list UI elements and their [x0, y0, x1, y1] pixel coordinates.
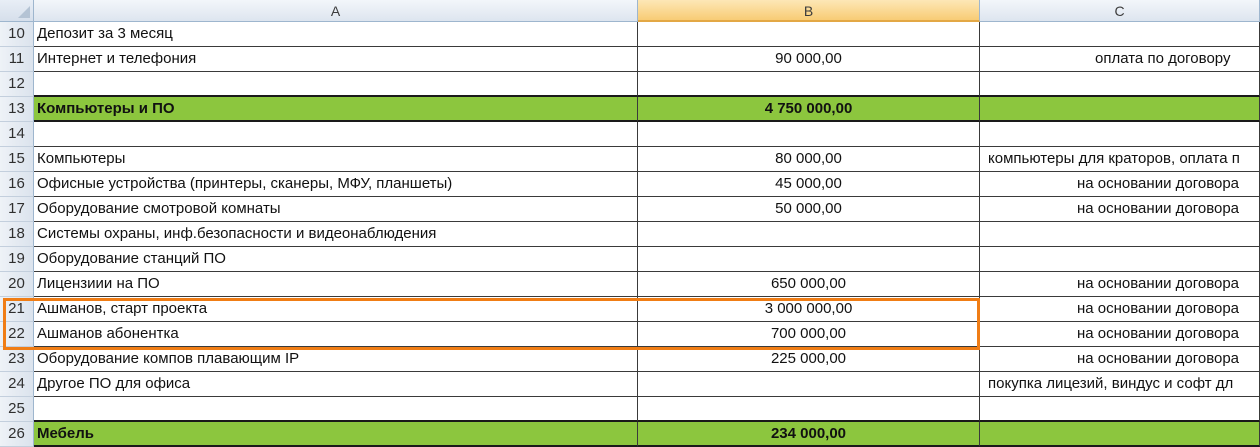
cell-b[interactable] [638, 372, 980, 397]
row-header[interactable]: 20 [0, 272, 34, 297]
cell-a[interactable] [34, 122, 638, 147]
column-header-row: A B C [0, 0, 1260, 22]
select-all-corner[interactable] [0, 0, 34, 22]
cell-a[interactable]: Офисные устройства (принтеры, сканеры, М… [34, 172, 638, 197]
column-header-c[interactable]: C [980, 0, 1260, 22]
cell-a[interactable]: Депозит за 3 месяц [34, 22, 638, 47]
cell-a[interactable]: Оборудование компов плавающим IP [34, 347, 638, 372]
row-header[interactable]: 12 [0, 72, 34, 97]
cell-c[interactable] [980, 397, 1260, 422]
row-header[interactable]: 18 [0, 222, 34, 247]
cell-b[interactable]: 700 000,00 [638, 322, 980, 347]
cell-c[interactable]: на основании договора [980, 297, 1260, 322]
row-header[interactable]: 24 [0, 372, 34, 397]
row-header[interactable]: 23 [0, 347, 34, 372]
cell-b[interactable] [638, 22, 980, 47]
cell-b[interactable]: 80 000,00 [638, 147, 980, 172]
cell-c[interactable]: компьютеры для краторов, оплата п [980, 147, 1260, 172]
cell-c[interactable] [980, 72, 1260, 97]
cell-c[interactable]: на основании договора [980, 322, 1260, 347]
select-all-triangle-icon [18, 6, 30, 18]
row-header[interactable]: 11 [0, 47, 34, 72]
cell-b[interactable] [638, 397, 980, 422]
row-header[interactable]: 16 [0, 172, 34, 197]
column-header-b[interactable]: B [638, 0, 980, 22]
row-header[interactable]: 21 [0, 297, 34, 322]
cell-b[interactable]: 234 000,00 [638, 422, 980, 447]
cell-b[interactable]: 650 000,00 [638, 272, 980, 297]
column-header-a[interactable]: A [34, 0, 638, 22]
cell-c[interactable]: на основании договора [980, 197, 1260, 222]
cell-a[interactable] [34, 397, 638, 422]
row-header[interactable]: 25 [0, 397, 34, 422]
row-header[interactable]: 13 [0, 97, 34, 122]
cell-c[interactable]: на основании договора [980, 172, 1260, 197]
cell-b[interactable]: 45 000,00 [638, 172, 980, 197]
cell-c[interactable] [980, 247, 1260, 272]
cell-b[interactable]: 225 000,00 [638, 347, 980, 372]
cell-a[interactable]: Ашманов, старт проекта [34, 297, 638, 322]
cell-c[interactable] [980, 22, 1260, 47]
cell-b[interactable] [638, 247, 980, 272]
cell-b[interactable]: 90 000,00 [638, 47, 980, 72]
cell-b[interactable] [638, 222, 980, 247]
cell-a[interactable]: Другое ПО для офиса [34, 372, 638, 397]
cell-c[interactable] [980, 422, 1260, 447]
cell-c[interactable]: на основании договора [980, 272, 1260, 297]
cell-a[interactable]: Лицензиии на ПО [34, 272, 638, 297]
cell-c[interactable] [980, 122, 1260, 147]
cell-c[interactable] [980, 222, 1260, 247]
row-header[interactable]: 15 [0, 147, 34, 172]
cell-c[interactable]: оплата по договору [980, 47, 1260, 72]
cell-b[interactable] [638, 122, 980, 147]
row-header[interactable]: 26 [0, 422, 34, 447]
cell-a[interactable]: Интернет и телефония [34, 47, 638, 72]
row-header[interactable]: 10 [0, 22, 34, 47]
cell-b[interactable] [638, 72, 980, 97]
cell-a[interactable]: Компьютеры и ПО [34, 97, 638, 122]
row-header[interactable]: 17 [0, 197, 34, 222]
cell-a[interactable]: Компьютеры [34, 147, 638, 172]
cell-c[interactable]: покупка лицезий, виндус и софт дл [980, 372, 1260, 397]
cell-c[interactable] [980, 97, 1260, 122]
cell-b[interactable]: 4 750 000,00 [638, 97, 980, 122]
row-header[interactable]: 14 [0, 122, 34, 147]
cell-b[interactable]: 50 000,00 [638, 197, 980, 222]
cell-a[interactable]: Оборудование станций ПО [34, 247, 638, 272]
cell-a[interactable]: Мебель [34, 422, 638, 447]
cell-a[interactable]: Ашманов абонентка [34, 322, 638, 347]
cell-a[interactable]: Системы охраны, инф.безопасности и видео… [34, 222, 638, 247]
cell-c[interactable]: на основании договора [980, 347, 1260, 372]
row-header[interactable]: 22 [0, 322, 34, 347]
cell-a[interactable]: Оборудование смотровой комнаты [34, 197, 638, 222]
row-header[interactable]: 19 [0, 247, 34, 272]
cell-a[interactable] [34, 72, 638, 97]
cell-b[interactable]: 3 000 000,00 [638, 297, 980, 322]
